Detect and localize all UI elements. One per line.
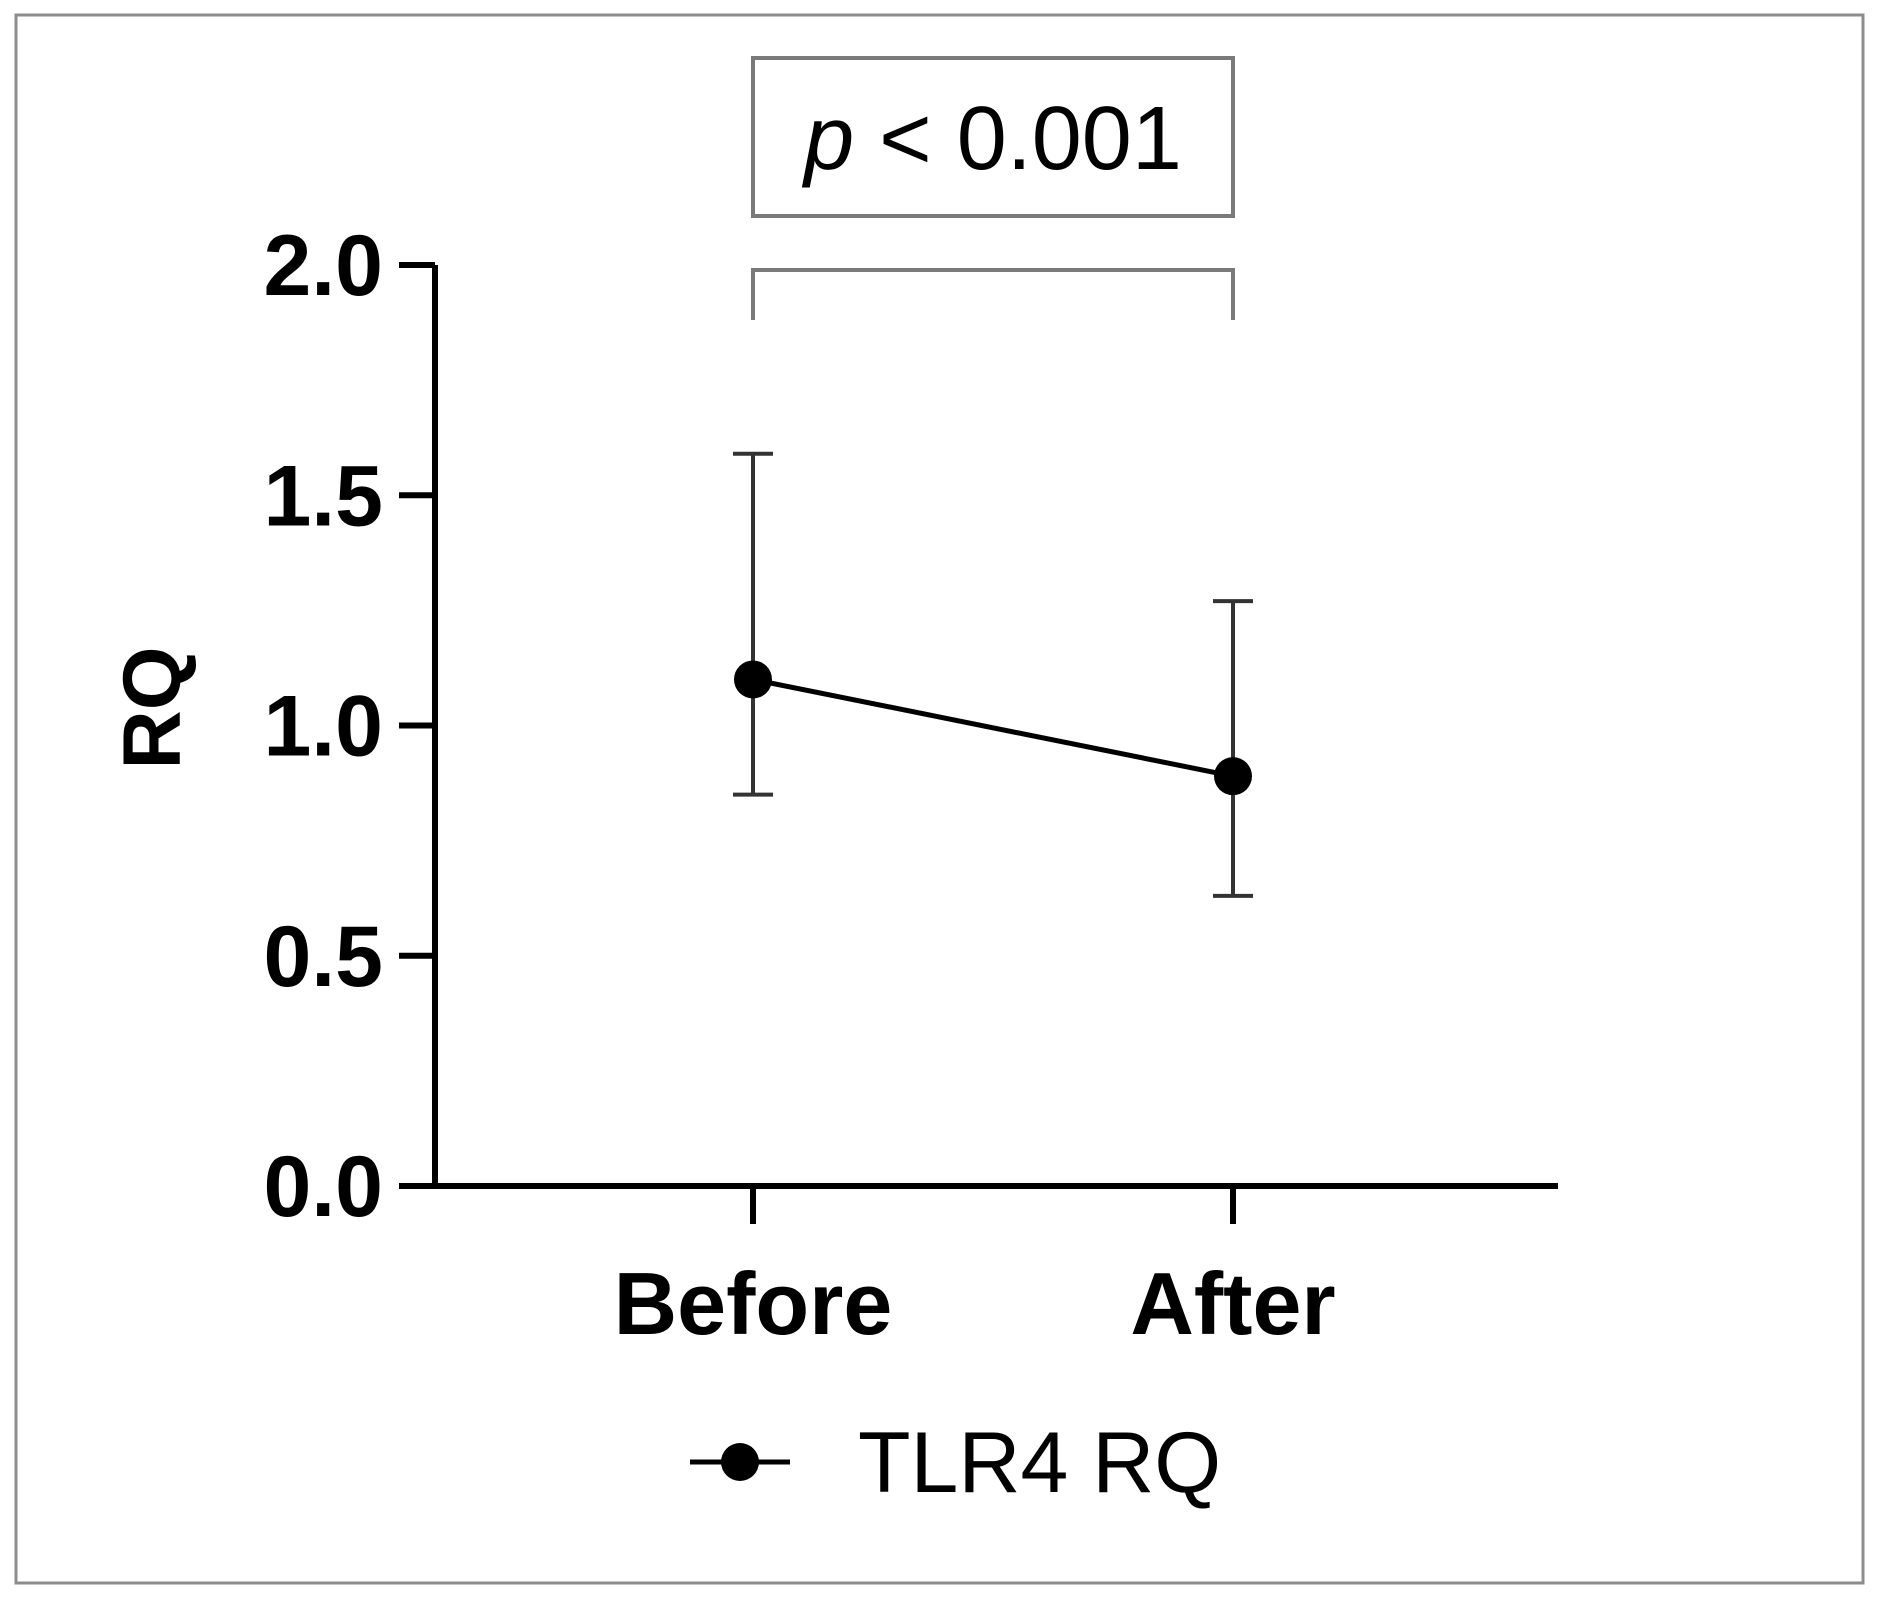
- error-bar: [733, 451, 773, 797]
- legend-point-marker: [721, 1443, 759, 1481]
- error-bar: [1213, 599, 1253, 898]
- y-tick-label: 1.0: [263, 679, 383, 775]
- x-tick-label: Before: [614, 1254, 893, 1353]
- x-tick-label: After: [1130, 1254, 1335, 1353]
- y-tick-label: 0.0: [263, 1139, 383, 1235]
- series-layer: [734, 660, 1252, 796]
- y-axis-label: RQ: [107, 647, 198, 770]
- y-tick-label: 2.0: [263, 218, 383, 314]
- axes: 0.0 0.5 1.0 1.5 2.0 Before After: [263, 218, 1558, 1353]
- y-tick-label: 0.5: [263, 909, 383, 1005]
- data-point: [734, 660, 772, 699]
- significance-annotation: p < 0.001: [751, 56, 1235, 320]
- legend: TLR4 RQ: [690, 1415, 1221, 1511]
- p-threshold: < 0.001: [854, 89, 1182, 189]
- significance-bracket: [751, 268, 1235, 320]
- legend-item: TLR4 RQ: [690, 1415, 1221, 1511]
- p-symbol: p: [801, 89, 854, 189]
- data-point: [1214, 757, 1252, 796]
- error-bars: [733, 451, 1253, 898]
- p-value-label: p < 0.001: [801, 89, 1182, 189]
- y-tick-label: 1.5: [263, 448, 383, 544]
- legend-label: TLR4 RQ: [858, 1415, 1221, 1511]
- p-value-box: [751, 56, 1235, 218]
- series-line: [752, 676, 1234, 779]
- figure-frame: [14, 13, 1865, 1585]
